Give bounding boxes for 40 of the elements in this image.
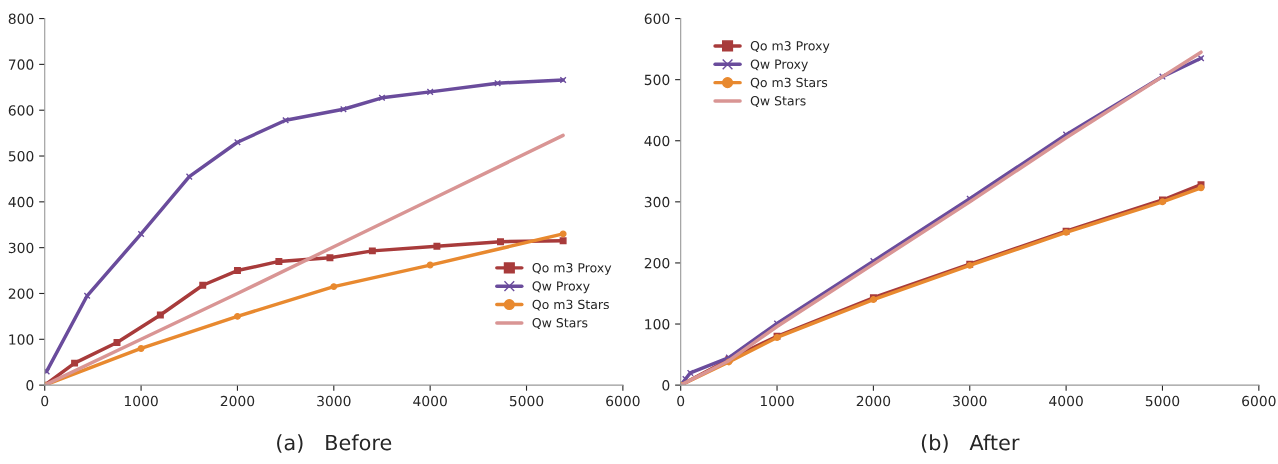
x-tick-label: 1000 (124, 395, 158, 407)
x-tick-label: 6000 (1242, 395, 1276, 407)
x-tick-label: 0 (41, 395, 49, 407)
legend-label: Qw Proxy (532, 281, 590, 294)
y-tick-label: 500 (644, 74, 670, 86)
x-tick-label: 0 (677, 395, 685, 407)
y-tick-label: 600 (8, 105, 34, 116)
legend-label: Qo m3 Proxy (532, 262, 612, 275)
y-tick-label: 100 (9, 334, 34, 345)
y-tick-label: 0 (662, 380, 670, 391)
legend-label: Qo m3 Proxy (750, 41, 830, 53)
y-tick-label: 300 (644, 196, 670, 208)
legend-label: Qw Stars (750, 96, 806, 107)
x-tick-label: 2000 (856, 395, 891, 407)
y-tick-label: 400 (644, 135, 670, 147)
x-tick-label: 3000 (317, 395, 351, 407)
x-tick-label: 5000 (1145, 395, 1180, 407)
x-tick-label: 4000 (1049, 395, 1083, 407)
x-tick-label: 3000 (953, 395, 987, 407)
text: (b) After (921, 434, 1020, 453)
legend-label: Qw Proxy (750, 59, 808, 72)
y-tick-label: 100 (645, 319, 670, 330)
y-tick-label: 200 (8, 288, 34, 299)
y-tick-label: 200 (644, 257, 670, 269)
x-tick-label: 6000 (606, 395, 640, 407)
legend-label: Qo m3 Stars (532, 299, 609, 311)
y-tick-label: 700 (8, 59, 34, 70)
legend-label: Qw Stars (532, 318, 588, 329)
x-tick-label: 1000 (760, 395, 794, 407)
y-tick-label: 0 (26, 380, 34, 391)
y-tick-label: 800 (8, 13, 34, 25)
y-tick-label: 600 (644, 13, 670, 25)
text: (a) Before (277, 434, 392, 453)
x-tick-label: 4000 (413, 395, 447, 407)
y-tick-label: 300 (8, 242, 34, 254)
legend-label: Qo m3 Stars (750, 77, 828, 89)
y-tick-label: 500 (8, 150, 34, 162)
y-tick-label: 400 (8, 196, 34, 208)
x-tick-label: 5000 (509, 395, 544, 407)
x-tick-label: 2000 (220, 395, 255, 407)
